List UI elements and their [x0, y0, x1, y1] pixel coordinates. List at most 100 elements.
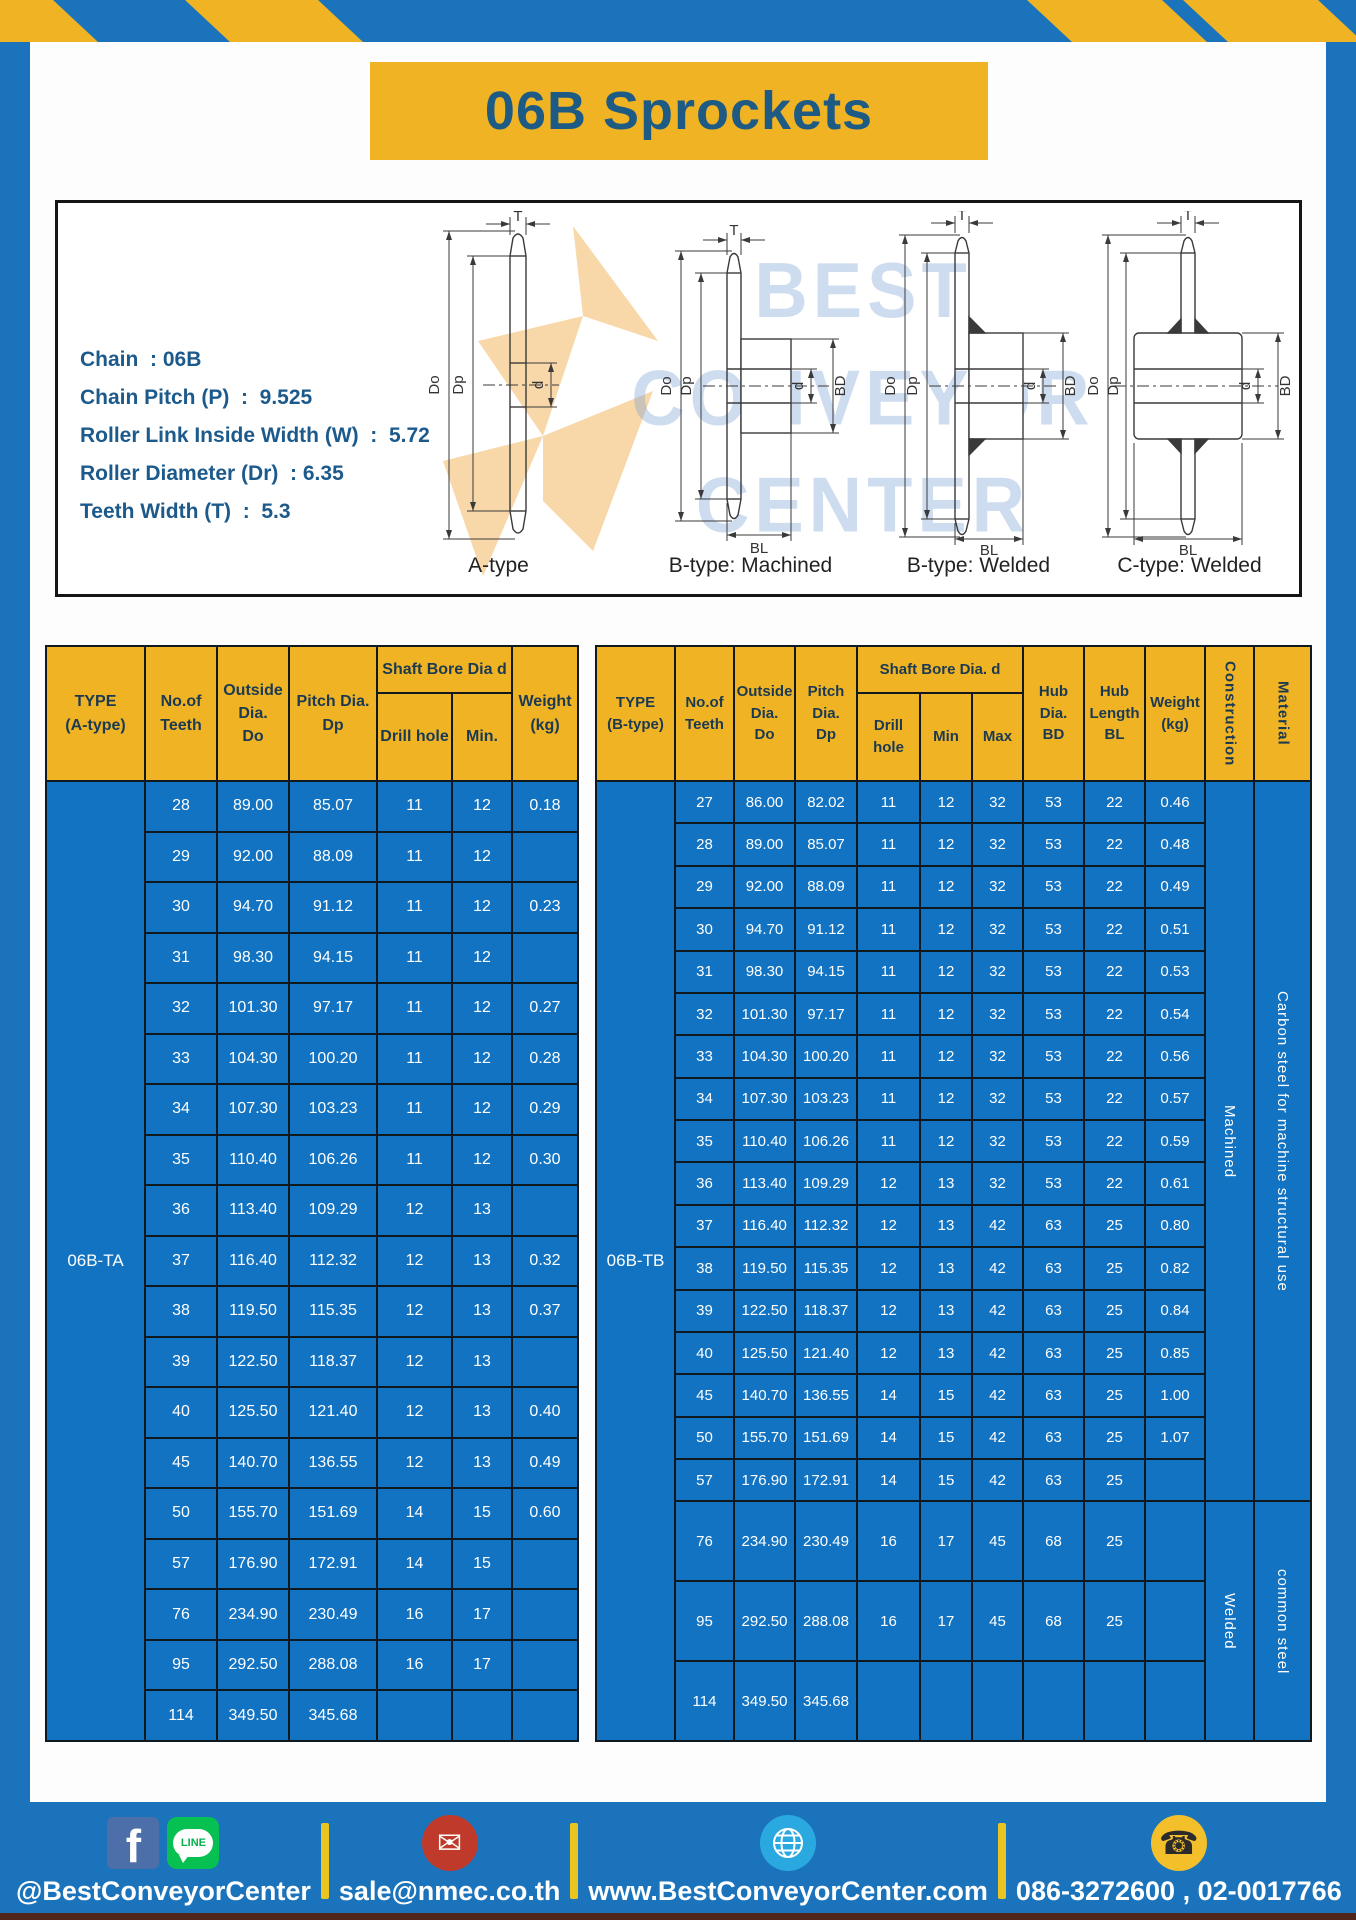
table-cell: 12: [856, 1246, 921, 1291]
table-cell: 11: [376, 1083, 453, 1136]
table-row: 50 155.70 151.69 14 15 0.60: [46, 1487, 579, 1540]
spec-line: Chain Pitch (P) : 9.525: [80, 386, 313, 409]
table-cell: 15: [451, 1537, 513, 1591]
table-cell: 25: [1083, 1203, 1146, 1249]
page-title: 06B Sprockets: [484, 81, 874, 141]
table-cell: 37: [674, 1203, 735, 1249]
table-row: 57 176.90 172.91 14 15: [46, 1537, 579, 1591]
table-cell: 288.08: [288, 1638, 378, 1692]
footer-phone-numbers: 086-3272600 , 02-0017766: [1015, 1876, 1342, 1906]
table-cell: [1144, 1660, 1206, 1742]
table-cell: 0.84: [1144, 1288, 1206, 1333]
table-cell: [1022, 1660, 1085, 1742]
facebook-icon: f: [107, 1817, 160, 1869]
phone-icon: ☎: [1150, 1815, 1207, 1871]
diagram-caption-a-type: A-type: [468, 554, 529, 577]
table-row: 32 101.30 97.17 11 12 0.27: [46, 982, 579, 1035]
table-cell: 12: [919, 1118, 973, 1164]
table-cell: 45: [971, 1500, 1024, 1583]
dim-label-Do: Do: [882, 376, 899, 395]
table-cell: 42: [971, 1415, 1024, 1461]
table-cell: 11: [856, 864, 921, 910]
table-row: 36 113.40 109.29 12 13: [46, 1184, 579, 1237]
table-cell: 14: [376, 1487, 453, 1540]
table-cell: [1144, 1457, 1206, 1503]
table-row: 38 119.50 115.35 12 13 0.37: [46, 1285, 579, 1338]
table-cell: 292.50: [216, 1638, 290, 1692]
table-cell: 230.49: [794, 1500, 858, 1583]
dim-label-BL: BL: [750, 540, 768, 556]
table-cell: [511, 1184, 579, 1237]
table-cell: 0.28: [511, 1032, 579, 1086]
table-row: 45 140.70 136.55 14 15 42 63 25 1.00: [596, 1373, 1311, 1418]
table-cell: 32: [674, 991, 735, 1037]
table-cell: 45: [144, 1436, 218, 1490]
footer-website-section: www.BestConveyorCenter.com: [588, 1815, 988, 1907]
table-cell: 113.40: [733, 1161, 796, 1206]
dim-label-d: d: [1022, 382, 1039, 390]
table-cell: 39: [144, 1335, 218, 1389]
dim-label-BL: BL: [980, 542, 998, 556]
col-weight: Weight (kg): [511, 645, 579, 782]
table-cell: 35: [144, 1133, 218, 1187]
table-cell: 32: [971, 864, 1024, 910]
table-cell: 97.17: [288, 982, 378, 1035]
table-cell: 0.57: [1144, 1076, 1206, 1122]
table-row: 76 234.90 230.49 16 17 45 68 25 Welded common ste…: [596, 1500, 1312, 1742]
table-cell: 0.60: [511, 1487, 579, 1540]
construction-cell: Welded: [1204, 1500, 1255, 1742]
table-cell: 12: [451, 830, 513, 884]
table-cell: 22: [1083, 864, 1146, 910]
table-cell: 27: [674, 779, 735, 825]
table-cell: 0.59: [1144, 1118, 1206, 1164]
table-row: 36 113.40 109.29 12 13 32 53 22 0.61: [596, 1161, 1311, 1206]
table-cell: 121.40: [794, 1330, 858, 1376]
table-cell: 119.50: [216, 1285, 290, 1338]
table-cell: 35: [674, 1118, 735, 1164]
col-outside-dia: Outside Dia. Do: [733, 645, 796, 782]
table-cell: 11: [856, 1118, 921, 1164]
table-cell: 119.50: [733, 1246, 796, 1291]
table-cell: 12: [376, 1335, 453, 1389]
dim-label-Dp: Dp: [1105, 376, 1122, 395]
table-cell: 1.07: [1144, 1415, 1206, 1461]
line-icon-label: LINE: [180, 1837, 206, 1849]
table-row: 114 349.50 345.68: [46, 1689, 579, 1742]
table-row: 114 349.50 345.68: [596, 1660, 1311, 1742]
table-cell: 0.82: [1144, 1246, 1206, 1291]
table-cell: 40: [144, 1386, 218, 1439]
table-cell: 53: [1022, 1076, 1085, 1122]
col-teeth: No.of Teeth: [674, 645, 735, 782]
table-row: 57 176.90 172.91 14 15 42 63 25: [596, 1457, 1311, 1503]
table-cell: 53: [1022, 949, 1085, 994]
col-outside-dia: Outside Dia. Do: [216, 645, 290, 782]
table-cell: 32: [971, 1076, 1024, 1122]
table-cell: 53: [1022, 1034, 1085, 1079]
table-cell: 22: [1083, 949, 1146, 994]
table-cell: 116.40: [216, 1234, 290, 1288]
email-icon: ✉: [421, 1815, 478, 1871]
title-banner: 06B Sprockets: [370, 62, 988, 160]
table-cell: 0.54: [1144, 991, 1206, 1037]
table-cell: 33: [144, 1032, 218, 1086]
table-cell: 155.70: [733, 1415, 796, 1461]
a-type-diagram: T Do Dp d: [426, 211, 559, 540]
dim-label-T: T: [729, 222, 738, 239]
dim-label-Dp: Dp: [450, 375, 467, 394]
table-cell: [511, 1335, 579, 1389]
table-cell: 122.50: [216, 1335, 290, 1389]
table-row: 06B-TA 28 89.00 85.07 11 12 0.18: [45, 780, 579, 1742]
table-cell: 0.32: [511, 1234, 579, 1288]
table-cell: 30: [674, 907, 735, 952]
table-cell: 12: [919, 779, 973, 825]
globe-icon: [760, 1815, 817, 1871]
material-cell: Carbon steel for machine structural use: [1253, 779, 1312, 1503]
table-cell: 176.90: [733, 1457, 796, 1503]
dim-label-BD: BD: [832, 375, 849, 396]
dim-label-Dp: Dp: [904, 376, 921, 395]
a-type-spec-table: TYPE (A-type) No.of Teeth Outside Dia. D…: [45, 645, 579, 1742]
table-cell: 17: [919, 1580, 973, 1662]
table-b-body: 06B-TB 27 86.00 82.02 11 12 32 53 22 0.46 Machined…: [595, 779, 1312, 1742]
table-cell: 122.50: [733, 1288, 796, 1333]
table-cell: [919, 1660, 973, 1742]
